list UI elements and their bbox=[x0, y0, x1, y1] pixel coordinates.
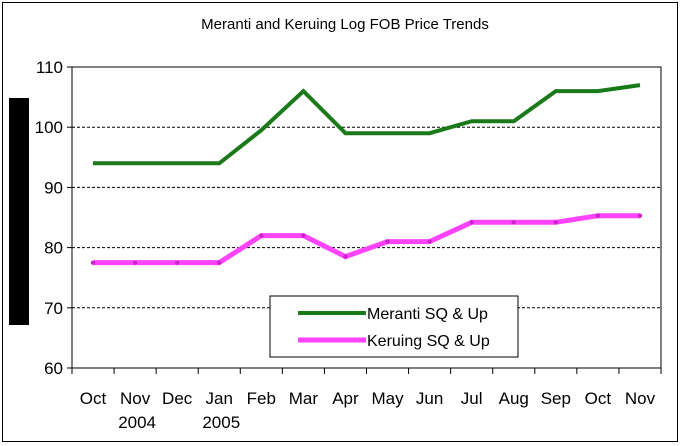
y-tick-label-3: 90 bbox=[44, 178, 63, 197]
y-tick-label-4: 100 bbox=[35, 118, 63, 137]
y-tick-label-0: 60 bbox=[44, 359, 63, 378]
series-1-point-9 bbox=[469, 220, 474, 225]
x-tick-label-1: Nov bbox=[120, 389, 151, 408]
series-1-point-3 bbox=[217, 260, 222, 265]
chart-title: Meranti and Keruing Log FOB Price Trends bbox=[201, 16, 489, 33]
x-tick-label-9: Jul bbox=[461, 389, 483, 408]
x-tick-label-4: Feb bbox=[247, 389, 276, 408]
legend: Meranti SQ & Up Keruing SQ & Up bbox=[269, 295, 519, 358]
x-tick-label-6: Apr bbox=[332, 389, 359, 408]
series-1-point-5 bbox=[301, 233, 306, 238]
x-axis-ticks: Oct Nov Dec Jan Feb Mar Apr May Jun Jul Aug Sep Oct N… bbox=[71, 368, 662, 432]
x-tick-label-8: Jun bbox=[416, 389, 443, 408]
y-tick-label-5: 110 bbox=[36, 58, 63, 77]
series-1-point-1 bbox=[132, 260, 138, 265]
x-tick-label-2: Dec bbox=[162, 389, 193, 408]
legend-label-1: Keruing SQ & Up bbox=[367, 333, 490, 350]
x-tick-label-7: May bbox=[371, 389, 404, 408]
series-1-point-11 bbox=[553, 220, 559, 225]
x-tick-label-12: Oct bbox=[585, 389, 612, 408]
series-1-point-7 bbox=[385, 239, 390, 244]
left-black-bar bbox=[9, 98, 29, 325]
x-tick-label-10: Aug bbox=[499, 389, 529, 408]
x-year-label-0: 2004 bbox=[118, 413, 156, 432]
series-line-1 bbox=[93, 213, 640, 266]
x-tick-label-3: Jan bbox=[206, 389, 233, 408]
series-1-point-0 bbox=[90, 260, 96, 265]
x-year-label-1: 2005 bbox=[202, 413, 240, 432]
series-1-point-4 bbox=[259, 233, 264, 238]
y-tick-label-1: 70 bbox=[44, 299, 63, 318]
gridlines bbox=[72, 66, 661, 309]
y-tick-label-2: 80 bbox=[44, 239, 63, 258]
series-1-point-8 bbox=[427, 239, 432, 244]
x-tick-label-13: Nov bbox=[625, 389, 656, 408]
legend-label-0: Meranti SQ & Up bbox=[367, 306, 488, 323]
x-tick-label-0: Oct bbox=[80, 389, 107, 408]
series-line-0 bbox=[93, 83, 641, 166]
x-tick-label-11: Sep bbox=[541, 389, 571, 408]
series-1-point-10 bbox=[511, 220, 516, 225]
series-1-point-6 bbox=[343, 254, 348, 259]
series-1-point-2 bbox=[174, 260, 180, 265]
series-1-point-12 bbox=[595, 213, 601, 218]
legend-box bbox=[269, 295, 519, 358]
series-1-point-13 bbox=[637, 213, 643, 218]
y-axis-ticks: 60 70 80 90 100 110 bbox=[35, 58, 72, 378]
x-tick-label-5: Mar bbox=[289, 389, 319, 408]
series-lines bbox=[90, 83, 643, 266]
